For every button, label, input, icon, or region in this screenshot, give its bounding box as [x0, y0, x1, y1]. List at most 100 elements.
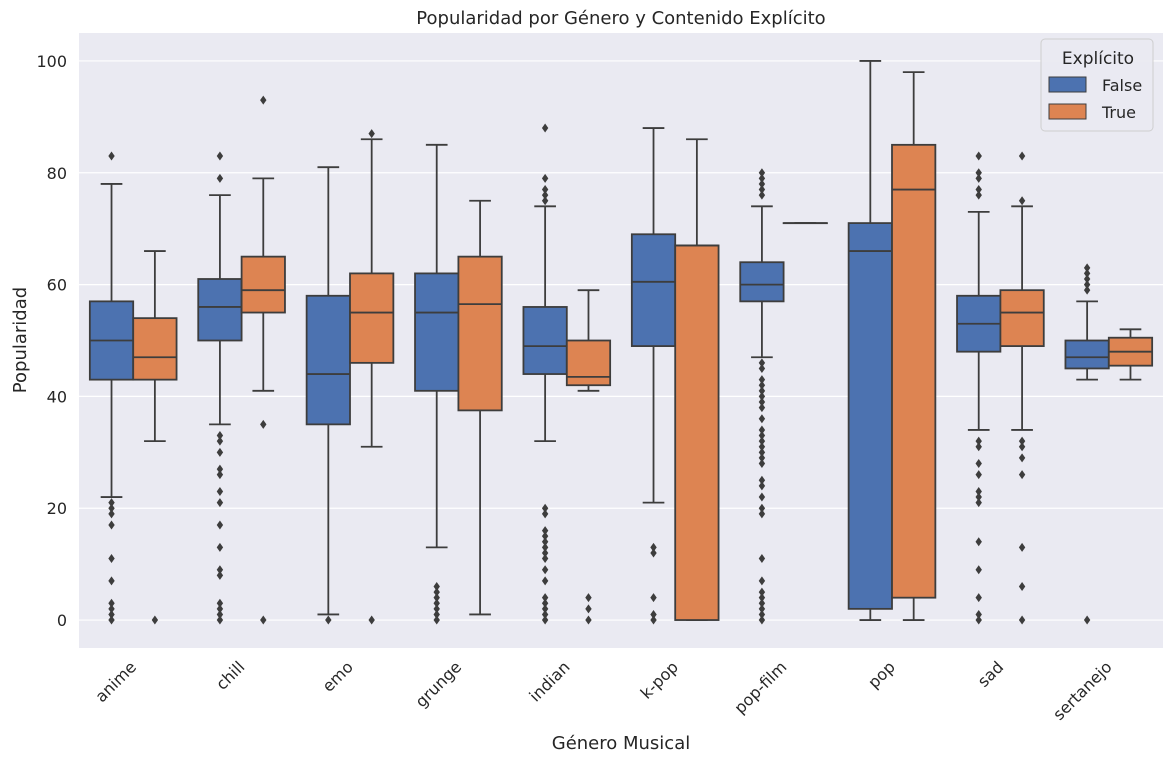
outlier-point: [758, 604, 766, 614]
outlier-point: [758, 179, 766, 189]
outlier-point: [541, 503, 549, 513]
outlier-point: [325, 615, 332, 625]
outlier-point: [650, 593, 657, 603]
outlier-point: [975, 593, 982, 603]
outlier-point: [1018, 582, 1026, 591]
box-iqr: [522, 306, 568, 375]
outlier-point: [758, 509, 766, 519]
outlier-point: [541, 509, 549, 519]
y-tick-label: 20: [47, 499, 67, 518]
outlier-point: [758, 554, 766, 564]
box-iqr: [847, 222, 893, 610]
outlier-point: [108, 598, 115, 608]
outlier-point: [216, 570, 224, 580]
outlier-point: [585, 593, 592, 603]
outlier-point: [216, 470, 224, 480]
outlier-point: [1018, 436, 1026, 446]
outlier-point: [758, 459, 766, 468]
outlier-point: [433, 604, 440, 614]
y-tick-label: 0: [57, 611, 67, 630]
outlier-point: [975, 436, 982, 446]
outlier-point: [260, 95, 267, 105]
x-tick-label-anime: anime: [91, 657, 140, 706]
box-iqr: [132, 317, 178, 381]
outlier-point: [108, 609, 115, 619]
outlier-point: [108, 615, 115, 625]
outlier-point: [541, 593, 549, 603]
outlier-point: [758, 168, 766, 178]
outlier-point: [975, 486, 982, 496]
outlier-point: [758, 380, 766, 390]
y-axis-title: Popularidad: [10, 287, 31, 393]
outlier-point: [541, 123, 549, 133]
box-k-pop-true: [674, 138, 720, 621]
outlier-point: [260, 615, 267, 625]
y-tick-label: 100: [36, 52, 67, 71]
x-tick-label-emo: emo: [318, 657, 356, 695]
y-tick-label: 80: [47, 164, 67, 183]
outlier-point: [216, 542, 224, 552]
outlier-point: [758, 185, 766, 195]
box-iqr: [414, 272, 460, 392]
outlier-point: [216, 431, 224, 441]
boxes: [88, 60, 1154, 625]
outlier-point: [975, 459, 982, 468]
outlier-point: [1083, 263, 1091, 273]
box-iqr: [240, 255, 286, 314]
outlier-point: [151, 615, 159, 625]
outlier-point: [368, 615, 375, 625]
outlier-point: [758, 475, 766, 485]
outlier-point: [650, 542, 657, 552]
outlier-point: [1083, 274, 1091, 284]
outlier-point: [260, 419, 267, 429]
outlier-point: [758, 425, 766, 435]
outlier-point: [216, 615, 224, 625]
y-tick-labels: 0 20 40 60 80 100: [36, 52, 67, 630]
outlier-point: [758, 363, 766, 373]
box-pop-film-false: [739, 168, 785, 625]
outlier-point: [216, 609, 224, 619]
outlier-point: [975, 470, 982, 480]
x-tick-label-indian: indian: [525, 657, 573, 705]
outlier-point: [758, 447, 766, 457]
outlier-point: [758, 442, 766, 452]
outlier-point: [758, 414, 766, 424]
legend-swatch-false: [1048, 76, 1087, 93]
outlier-point: [975, 185, 982, 195]
outlier-point: [541, 196, 549, 206]
x-tick-label-pop-film: pop-film: [730, 657, 790, 717]
outlier-point: [758, 386, 766, 396]
box-anime-false: [88, 151, 135, 625]
x-tick-label-k-pop: k-pop: [637, 657, 682, 702]
outlier-point: [758, 397, 766, 407]
outlier-point: [541, 554, 549, 564]
outlier-point: [108, 151, 115, 161]
outlier-point: [108, 498, 115, 508]
x-tick-label-sertanejo: sertanejo: [1049, 657, 1116, 724]
outlier-point: [758, 431, 766, 441]
outlier-point: [541, 598, 549, 608]
box-k-pop-false: [630, 127, 677, 625]
outlier-point: [216, 464, 224, 474]
outlier-point: [541, 576, 549, 586]
outlier-point: [108, 604, 115, 614]
outlier-point: [433, 615, 440, 625]
outlier-point: [758, 403, 766, 413]
outlier-point: [108, 503, 115, 513]
outlier-point: [541, 190, 549, 200]
outlier-point: [433, 587, 440, 597]
outlier-point: [1083, 268, 1091, 278]
outlier-point: [433, 609, 440, 619]
outlier-point: [541, 526, 549, 536]
outlier-point: [758, 375, 766, 385]
outlier-point: [975, 615, 982, 625]
outlier-point: [975, 168, 982, 178]
outlier-point: [216, 604, 224, 614]
outlier-point: [433, 598, 440, 608]
outlier-point: [1083, 285, 1091, 295]
outlier-point: [1018, 151, 1026, 161]
outlier-point: [1018, 470, 1026, 480]
outlier-point: [216, 598, 224, 608]
